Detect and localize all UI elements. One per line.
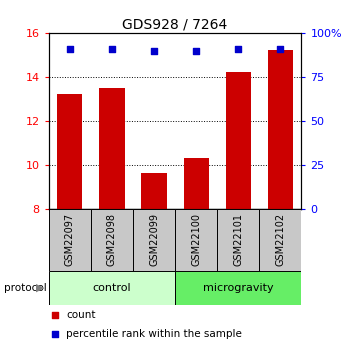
- Text: GSM22097: GSM22097: [65, 213, 75, 266]
- Text: GSM22099: GSM22099: [149, 213, 159, 266]
- Bar: [133, 209, 175, 271]
- Text: protocol: protocol: [4, 283, 46, 293]
- Bar: [91, 209, 133, 271]
- Bar: [259, 209, 301, 271]
- Bar: [49, 209, 91, 271]
- Text: control: control: [93, 283, 131, 293]
- Point: [151, 49, 157, 54]
- Bar: [175, 209, 217, 271]
- Point: [278, 46, 283, 51]
- Bar: [142, 173, 167, 209]
- Bar: [99, 88, 125, 209]
- Point: [67, 46, 73, 52]
- Point: [109, 46, 115, 52]
- Bar: [226, 72, 251, 209]
- Text: count: count: [66, 310, 96, 319]
- Text: percentile rank within the sample: percentile rank within the sample: [66, 329, 242, 339]
- Text: GSM22101: GSM22101: [233, 213, 243, 266]
- Point: [52, 331, 58, 337]
- Bar: [183, 158, 209, 209]
- Bar: [175, 271, 301, 305]
- Text: GSM22102: GSM22102: [275, 213, 286, 266]
- Text: GSM22098: GSM22098: [107, 213, 117, 266]
- Bar: [57, 94, 82, 209]
- Point: [193, 48, 199, 53]
- Point: [235, 46, 241, 51]
- Bar: [217, 209, 259, 271]
- Point: [52, 312, 58, 317]
- Text: microgravity: microgravity: [203, 283, 274, 293]
- Text: ▶: ▶: [36, 283, 45, 293]
- Text: GSM22100: GSM22100: [191, 213, 201, 266]
- Bar: [268, 50, 293, 209]
- Bar: [49, 271, 175, 305]
- Title: GDS928 / 7264: GDS928 / 7264: [122, 18, 228, 32]
